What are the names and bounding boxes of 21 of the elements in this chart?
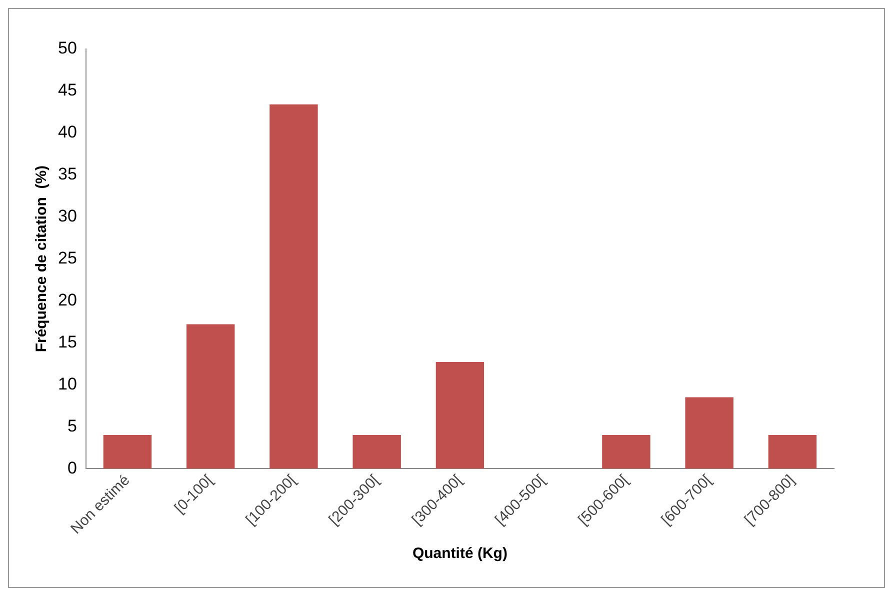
bar [602, 435, 650, 469]
y-tick-label: 0 [67, 458, 77, 478]
y-tick-label: 45 [58, 80, 77, 100]
y-tick-label: 30 [58, 206, 77, 226]
x-axis-title: Quantité (Kg) [412, 545, 508, 562]
y-axis-title: Fréquence de citation (%) [33, 165, 50, 352]
bar [768, 435, 817, 469]
bar [685, 397, 734, 469]
y-tick-label: 25 [58, 248, 77, 268]
y-tick-label: 40 [58, 122, 77, 142]
bar [352, 435, 401, 469]
y-tick-label: 15 [58, 332, 77, 352]
y-tick-label: 35 [58, 164, 77, 184]
bar [270, 104, 318, 469]
y-tick-label: 50 [58, 38, 77, 58]
bar [103, 435, 152, 469]
y-tick-label: 5 [67, 416, 77, 436]
bar [186, 324, 235, 469]
y-tick-label: 10 [58, 374, 77, 394]
y-tick-label: 20 [58, 290, 77, 310]
bar [436, 362, 484, 469]
